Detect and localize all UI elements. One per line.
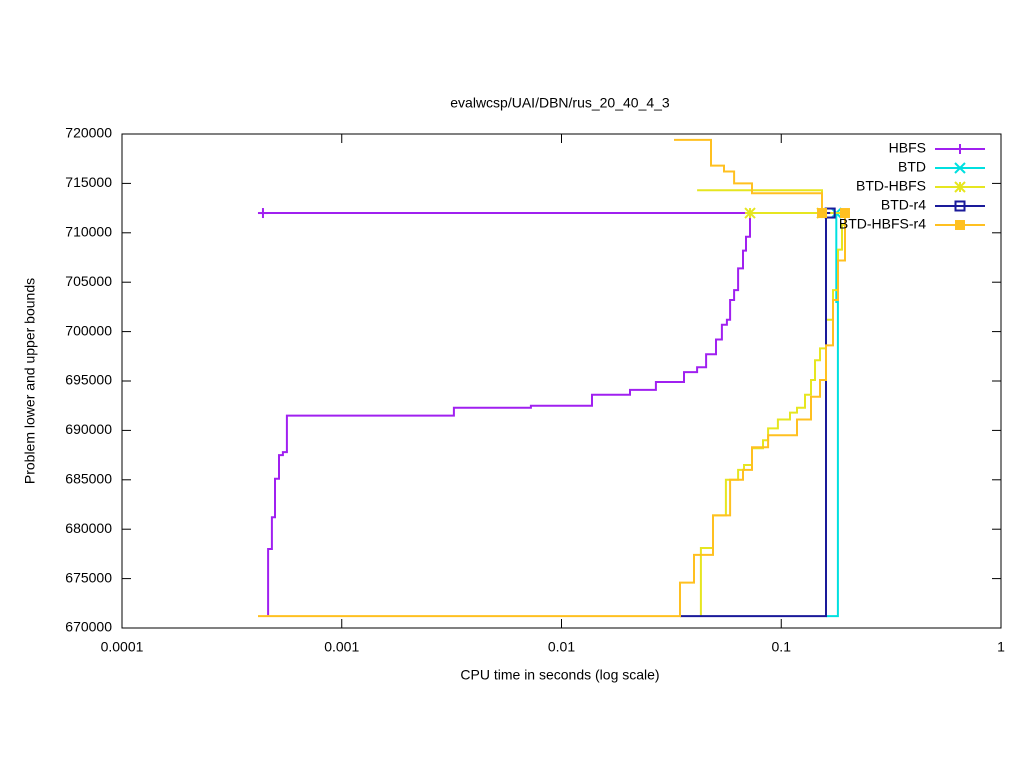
y-tick-label: 700000 <box>65 322 112 338</box>
x-tick-label: 0.1 <box>772 639 792 655</box>
x-tick-label: 0.0001 <box>101 639 144 655</box>
y-tick-label: 715000 <box>65 174 112 190</box>
point-marker <box>954 181 966 193</box>
marker-box <box>817 208 828 219</box>
point-marker <box>257 208 268 219</box>
y-tick-label: 705000 <box>65 273 112 289</box>
x-tick-label: 1 <box>997 639 1005 655</box>
legend-label: BTD-HBFS-r4 <box>839 216 926 232</box>
x-tick-label: 0.01 <box>548 639 575 655</box>
marker-box <box>954 200 966 212</box>
y-tick-label: 675000 <box>65 569 112 585</box>
series-line <box>263 212 751 616</box>
y-tick-label: 695000 <box>65 372 112 388</box>
series-line <box>258 138 846 618</box>
legend-label: BTD-r4 <box>881 197 926 213</box>
y-tick-label: 690000 <box>65 421 112 437</box>
y-tick-label: 670000 <box>65 619 112 635</box>
marker-stroke <box>954 162 966 174</box>
point-marker <box>955 144 965 154</box>
marker-stroke <box>954 181 966 193</box>
y-tick-label: 720000 <box>65 125 112 141</box>
x-tick-label: 0.001 <box>324 639 359 655</box>
marker-box <box>955 220 965 230</box>
legend-label: BTD <box>898 159 926 175</box>
marker-stroke <box>744 207 756 219</box>
legend: HBFS BTD BTD-HBFS BTD-r4 BTD-HBFS-r4 <box>839 140 985 232</box>
x-axis-label: CPU time in seconds (log scale) <box>460 667 659 683</box>
point-marker <box>954 200 966 212</box>
legend-label: BTD-HBFS <box>856 178 926 194</box>
point-marker <box>954 162 966 174</box>
point-marker <box>955 220 965 230</box>
marker-box <box>839 208 850 219</box>
point-marker <box>839 208 850 219</box>
point-marker <box>744 207 756 219</box>
y-axis-label: Problem lower and upper bounds <box>22 278 38 484</box>
legend-label: HBFS <box>889 140 926 156</box>
y-tick-label: 685000 <box>65 471 112 487</box>
point-marker <box>817 208 828 219</box>
y-tick-label: 680000 <box>65 520 112 536</box>
y-tick-label: 710000 <box>65 224 112 240</box>
chart-title: evalwcsp/UAI/DBN/rus_20_40_4_3 <box>450 95 670 111</box>
series-line <box>680 212 831 618</box>
series-line <box>826 213 839 618</box>
